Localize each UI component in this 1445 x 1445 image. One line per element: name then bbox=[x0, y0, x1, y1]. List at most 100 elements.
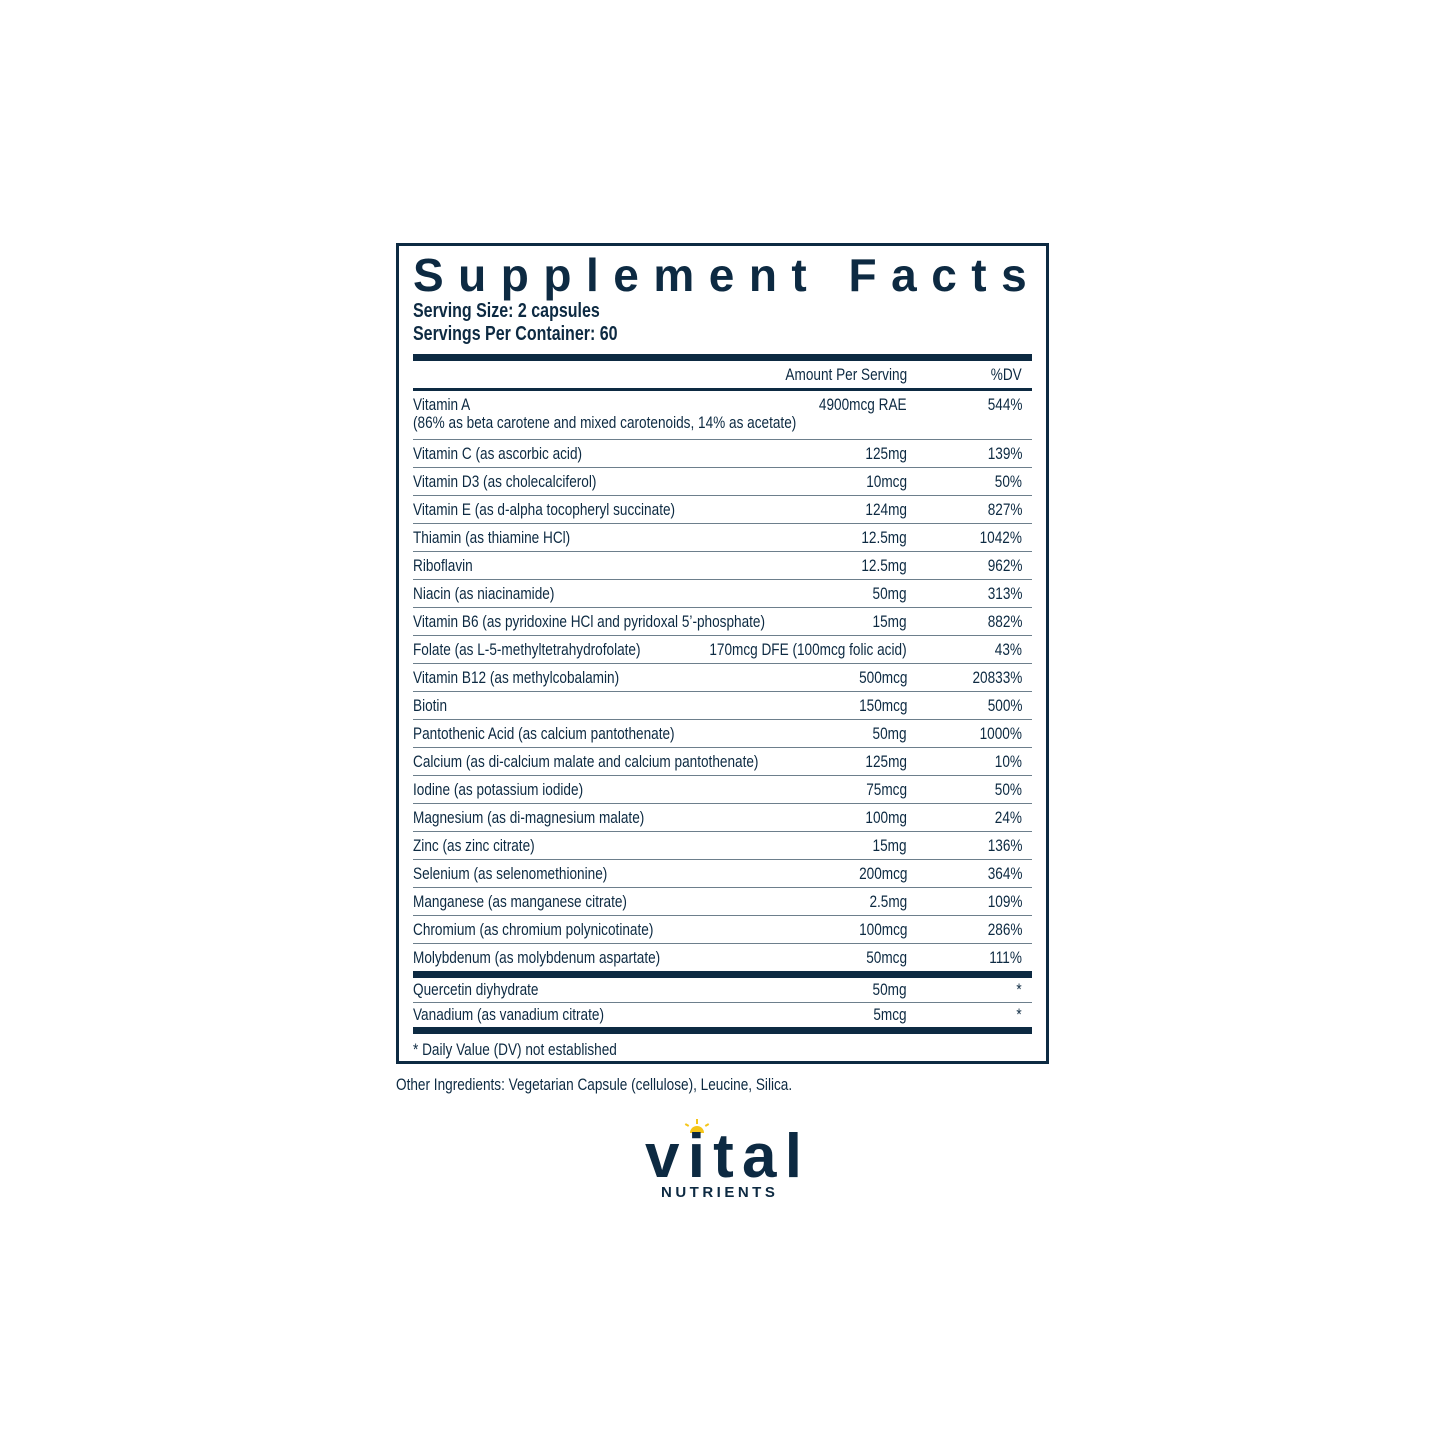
nutrient-row: Selenium (as selenomethionine) 200mcg 364% bbox=[413, 860, 1032, 888]
nutrient-row: Manganese (as manganese citrate) 2.5mg 109… bbox=[413, 888, 1032, 916]
nutrient-name: Vitamin D3 (as cholecalciferol) bbox=[413, 472, 597, 491]
nutrient-row: Vitamin C (as ascorbic acid) 125mg 139% bbox=[413, 440, 1032, 468]
nutrient-detail: (86% as beta carotene and mixed caroteno… bbox=[413, 413, 797, 432]
panel-title: Supplement Facts bbox=[413, 249, 1042, 301]
nutrient-row: Vitamin E (as d-alpha tocopheryl succina… bbox=[413, 496, 1032, 524]
nutrient-name: Quercetin diyhydrate bbox=[413, 980, 539, 999]
nutrient-name: Molybdenum (as molybdenum aspartate) bbox=[413, 948, 661, 967]
nutrient-name: Manganese (as manganese citrate) bbox=[413, 892, 627, 911]
nutrient-row: Iodine (as potassium iodide) 75mcg 50% bbox=[413, 776, 1032, 804]
nutrient-name: Vitamin C (as ascorbic acid) bbox=[413, 444, 583, 463]
divider bbox=[413, 388, 1032, 391]
nutrient-row: Folate (as L-5-methyltetrahydrofolate) 17… bbox=[413, 636, 1032, 664]
nutrient-amount: 5mcg bbox=[873, 1005, 907, 1024]
nutrient-amount: 12.5mg bbox=[861, 556, 907, 575]
sun-icon bbox=[684, 1119, 710, 1133]
nutrient-amount: 12.5mg bbox=[861, 528, 907, 547]
nutrient-dv: * bbox=[1016, 1005, 1022, 1024]
nutrient-name: Vanadium (as vanadium citrate) bbox=[413, 1005, 604, 1024]
serving-size: Serving Size: 2 capsules bbox=[413, 300, 600, 322]
nutrient-amount: 15mg bbox=[872, 612, 907, 631]
nutrient-name: Iodine (as potassium iodide) bbox=[413, 780, 584, 799]
nutrient-dv: 882% bbox=[987, 612, 1022, 631]
nutrient-dv: 50% bbox=[994, 472, 1022, 491]
nutrient-dv: 136% bbox=[987, 836, 1022, 855]
nutrient-row: Vitamin D3 (as cholecalciferol) 10mcg 50% bbox=[413, 468, 1032, 496]
nutrient-amount: 170mcg DFE (100mcg folic acid) bbox=[709, 640, 907, 659]
nutrient-name: Zinc (as zinc citrate) bbox=[413, 836, 535, 855]
nutrient-name: Vitamin B12 (as methylcobalamin) bbox=[413, 668, 620, 687]
nutrient-dv: 313% bbox=[987, 584, 1022, 603]
nutrient-dv: 500% bbox=[987, 696, 1022, 715]
footnote: * Daily Value (DV) not established bbox=[413, 1040, 617, 1059]
divider bbox=[413, 971, 1032, 978]
supplement-facts-panel: Supplement Facts Serving Size: 2 capsule… bbox=[396, 243, 1049, 1064]
nutrient-dv: 139% bbox=[987, 444, 1022, 463]
servings-per-container: Servings Per Container: 60 bbox=[413, 323, 618, 345]
nutrient-row: Vanadium (as vanadium citrate) 5mcg * bbox=[413, 1003, 1032, 1027]
nutrient-amount: 4900mcg RAE bbox=[819, 395, 907, 414]
nutrient-dv: 286% bbox=[987, 920, 1022, 939]
nutrient-dv: 544% bbox=[987, 395, 1022, 414]
nutrient-row: Pantothenic Acid (as calcium pantothenat… bbox=[413, 720, 1032, 748]
nutrient-row: Vitamin B12 (as methylcobalamin) 500mcg 20… bbox=[413, 664, 1032, 692]
amount-header: Amount Per Serving bbox=[785, 365, 907, 384]
nutrient-name: Chromium (as chromium polynicotinate) bbox=[413, 920, 654, 939]
vital-nutrients-logo: vital NUTRIENTS bbox=[645, 1119, 802, 1201]
nutrient-row: Biotin 150mcg 500% bbox=[413, 692, 1032, 720]
nutrient-name: Selenium (as selenomethionine) bbox=[413, 864, 608, 883]
nutrient-dv: 1000% bbox=[979, 724, 1022, 743]
nutrient-amount: 200mcg bbox=[858, 864, 907, 883]
nutrient-row: Riboflavin 12.5mg 962% bbox=[413, 552, 1032, 580]
nutrient-name: Vitamin E (as d-alpha tocopheryl succina… bbox=[413, 500, 676, 519]
nutrient-amount: 50mg bbox=[872, 724, 907, 743]
nutrient-amount: 50mg bbox=[872, 980, 907, 999]
nutrient-name: Riboflavin bbox=[413, 556, 473, 575]
nutrient-row: Niacin (as niacinamide) 50mg 313% bbox=[413, 580, 1032, 608]
nutrient-name: Niacin (as niacinamide) bbox=[413, 584, 555, 603]
nutrient-dv: 111% bbox=[989, 948, 1022, 967]
nutrient-dv: 109% bbox=[987, 892, 1022, 911]
nutrient-dv: 364% bbox=[987, 864, 1022, 883]
nutrient-name: Calcium (as di-calcium malate and calciu… bbox=[413, 752, 759, 771]
nutrient-name: Pantothenic Acid (as calcium pantothenat… bbox=[413, 724, 675, 743]
nutrient-amount: 50mg bbox=[872, 584, 907, 603]
nutrient-amount: 75mcg bbox=[866, 780, 907, 799]
divider bbox=[413, 1027, 1032, 1034]
nutrient-amount: 125mg bbox=[865, 752, 907, 771]
nutrient-dv: * bbox=[1016, 980, 1022, 999]
nutrient-amount: 10mcg bbox=[866, 472, 907, 491]
nutrient-row-vitamin-a: Vitamin A (86% as beta carotene and mixe… bbox=[413, 391, 1032, 440]
nutrient-dv: 1042% bbox=[979, 528, 1022, 547]
nutrient-row: Zinc (as zinc citrate) 15mg 136% bbox=[413, 832, 1032, 860]
nutrient-row: Thiamin (as thiamine HCl) 12.5mg 1042% bbox=[413, 524, 1032, 552]
nutrient-row: Magnesium (as di-magnesium malate) 100mg 2… bbox=[413, 804, 1032, 832]
nutrient-row: Molybdenum (as molybdenum aspartate) 50mc… bbox=[413, 944, 1032, 971]
nutrient-row: Vitamin B6 (as pyridoxine HCl and pyrido… bbox=[413, 608, 1032, 636]
nutrient-dv: 962% bbox=[987, 556, 1022, 575]
other-ingredients: Other Ingredients: Vegetarian Capsule (c… bbox=[396, 1075, 793, 1094]
nutrient-amount: 100mg bbox=[865, 808, 907, 827]
nutrient-amount: 100mcg bbox=[858, 920, 907, 939]
nutrient-name: Vitamin B6 (as pyridoxine HCl and pyrido… bbox=[413, 612, 766, 631]
nutrient-name: Thiamin (as thiamine HCl) bbox=[413, 528, 571, 547]
nutrient-name: Biotin bbox=[413, 696, 448, 715]
nutrient-dv: 50% bbox=[994, 780, 1022, 799]
nutrient-amount: 125mg bbox=[865, 444, 907, 463]
nutrient-amount: 50mcg bbox=[866, 948, 907, 967]
nutrient-name: Magnesium (as di-magnesium malate) bbox=[413, 808, 645, 827]
nutrient-dv: 20833% bbox=[972, 668, 1022, 687]
dv-header: %DV bbox=[991, 365, 1022, 384]
nutrient-dv: 827% bbox=[987, 500, 1022, 519]
nutrient-row: Chromium (as chromium polynicotinate) 100… bbox=[413, 916, 1032, 944]
nutrient-amount: 500mcg bbox=[858, 668, 907, 687]
nutrient-row: Quercetin diyhydrate 50mg * bbox=[413, 978, 1032, 1003]
nutrient-dv: 10% bbox=[994, 752, 1022, 771]
nutrient-name: Vitamin A bbox=[413, 395, 471, 414]
svg-text:NUTRIENTS: NUTRIENTS bbox=[661, 1184, 778, 1201]
nutrient-amount: 15mg bbox=[872, 836, 907, 855]
nutrient-dv: 24% bbox=[994, 808, 1022, 827]
divider bbox=[413, 354, 1032, 361]
nutrient-name: Folate (as L-5-methyltetrahydrofolate) bbox=[413, 640, 641, 659]
nutrient-amount: 124mg bbox=[865, 500, 907, 519]
